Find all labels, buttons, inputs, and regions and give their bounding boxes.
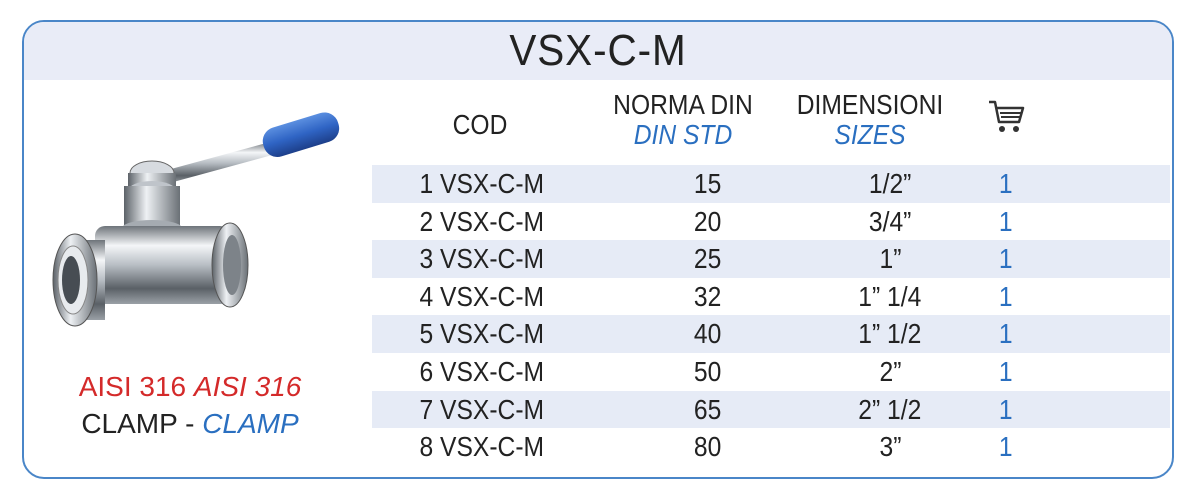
column-header-dimensioni: DIMENSIONI SIZES [780,90,960,150]
type-label-alt: CLAMP [202,408,299,439]
size-value: 1/2” [868,168,912,199]
quantity-link[interactable]: 1 [999,355,1013,387]
table-row: 2 VSX-C-M 20 3/4” 1 [372,203,1170,241]
column-header-cod: COD [452,109,508,140]
product-code: 5 VSX-C-M [419,318,545,350]
quantity-link[interactable]: 1 [999,431,1013,463]
shopping-cart-icon[interactable] [985,96,1029,136]
size-value: 1” 1/4 [858,280,922,312]
product-table: 1 VSX-C-M 15 1/2” 1 2 VSX-C-M 20 3/4” 1 3 VSX-C-… [372,165,1170,466]
size-value: 1” 1/2 [858,318,922,350]
dimensioni-label: DIMENSIONI [796,89,944,120]
page-title: VSX-C-M [509,26,687,75]
material-label-alt: AISI 316 [193,371,302,402]
size-value: 3” [879,431,901,463]
quantity-link[interactable]: 1 [999,243,1013,275]
table-row: 3 VSX-C-M 25 1” 1 [372,240,1170,278]
product-code: 3 VSX-C-M [419,243,545,275]
quantity-link[interactable]: 1 [999,168,1013,199]
sizes-label: SIZES [834,119,906,150]
type-label: CLAMP - [81,408,195,439]
din-value: 25 [694,243,722,275]
size-value: 3/4” [868,205,912,237]
quantity-link[interactable]: 1 [999,318,1013,350]
product-code: 7 VSX-C-M [419,393,545,425]
product-code: 4 VSX-C-M [419,280,545,312]
size-value: 2” [879,355,901,387]
din-value: 50 [694,355,722,387]
product-code: 6 VSX-C-M [419,355,545,387]
material-label: AISI 316 [78,371,187,402]
type-caption: CLAMP - CLAMP [40,407,340,441]
table-row: 4 VSX-C-M 32 1” 1/4 1 [372,278,1170,316]
din-std-label: DIN STD [633,119,733,150]
ball-valve-image [52,112,340,327]
column-header-norma-din: NORMA DIN DIN STD [598,90,768,150]
product-code: 8 VSX-C-M [419,431,545,463]
size-value: 1” [879,243,901,275]
din-value: 20 [694,205,722,237]
table-row: 1 VSX-C-M 15 1/2” 1 [372,165,1170,203]
quantity-link[interactable]: 1 [999,393,1013,425]
quantity-link[interactable]: 1 [999,205,1013,237]
din-value: 40 [694,318,722,350]
din-value: 32 [694,280,722,312]
table-row: 8 VSX-C-M 80 3” 1 [372,428,1170,466]
product-code: 1 VSX-C-M [419,168,545,199]
title-band: VSX-C-M [24,22,1172,80]
table-row: 5 VSX-C-M 40 1” 1/2 1 [372,315,1170,353]
table-row: 7 VSX-C-M 65 2” 1/2 1 [372,390,1170,429]
material-caption: AISI 316 AISI 316 [40,370,340,404]
din-value: 80 [694,431,722,463]
size-value: 2” 1/2 [858,393,922,425]
din-value: 15 [694,168,722,199]
din-value: 65 [694,393,722,425]
table-row: 6 VSX-C-M 50 2” 1 [372,353,1170,391]
product-code: 2 VSX-C-M [419,205,545,237]
quantity-link[interactable]: 1 [999,280,1013,312]
norma-din-label: NORMA DIN [613,89,753,120]
